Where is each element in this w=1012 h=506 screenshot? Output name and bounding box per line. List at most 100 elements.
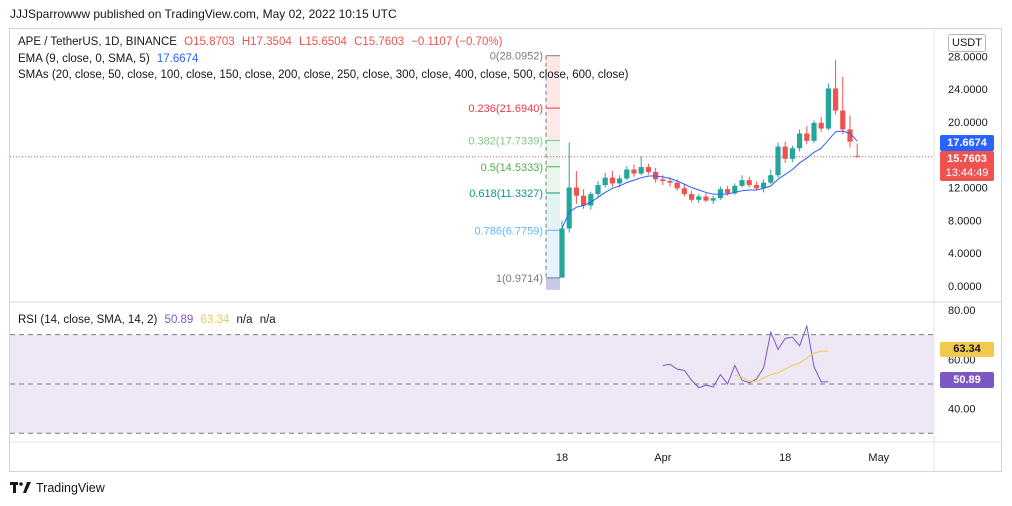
price-tick-0: 28.0000 bbox=[948, 51, 988, 63]
fib-zone-base bbox=[546, 277, 560, 290]
candle-body-4 bbox=[588, 194, 594, 206]
sma-legend: SMAs (20, close, 50, close, 100, close, … bbox=[18, 69, 632, 81]
candle-body-19 bbox=[696, 196, 702, 200]
rsi-series-line-1 bbox=[734, 350, 829, 382]
legend-close: C15.7603 bbox=[354, 36, 404, 48]
publish-info: JJJSparrowww published on TradingView.co… bbox=[10, 7, 397, 21]
tradingview-logo-icon bbox=[10, 482, 31, 493]
candle-body-6 bbox=[602, 177, 608, 186]
rsi-series-line-0 bbox=[662, 324, 829, 389]
candle-body-33 bbox=[797, 133, 803, 149]
candle-body-10 bbox=[631, 169, 637, 174]
chart-frame bbox=[9, 28, 1002, 472]
fib-zone-1 bbox=[546, 108, 560, 141]
time-tick-0: 18 bbox=[556, 452, 568, 464]
legend-change: −0.1107 (−0.70%) bbox=[411, 36, 503, 48]
candle-body-2 bbox=[573, 187, 579, 196]
last-price-value: 15.7603 bbox=[947, 153, 987, 165]
candle-body-21 bbox=[710, 198, 716, 201]
rsi-sma-value: 63.34 bbox=[200, 314, 230, 326]
fib-zone-3 bbox=[546, 166, 560, 193]
rsi-label: RSI (14, close, SMA, 14, 2) bbox=[18, 314, 158, 326]
candle-body-16 bbox=[674, 182, 680, 189]
candle-body-15 bbox=[667, 180, 673, 183]
legend-open: O15.8703 bbox=[184, 36, 235, 48]
fib-label-5: 0.786(6.7759) bbox=[475, 225, 544, 237]
candle-body-30 bbox=[775, 146, 781, 176]
fib-label-0: 0(28.0952) bbox=[490, 51, 543, 63]
footer-brand: TradingView bbox=[36, 481, 105, 495]
candle-body-24 bbox=[732, 185, 738, 194]
legend-high: H17.3504 bbox=[241, 36, 292, 48]
tradingview-logo[interactable]: TradingView bbox=[10, 481, 105, 495]
candle-body-29 bbox=[768, 175, 774, 183]
candle-body-25 bbox=[739, 180, 745, 186]
candle-body-36 bbox=[818, 122, 824, 129]
candle-body-31 bbox=[782, 146, 788, 159]
ema-price-tag: 17.6674 bbox=[940, 135, 994, 151]
ema-legend: EMA (9, close, 0, SMA, 5) 17.6674 bbox=[18, 53, 202, 65]
price-tick-4: 12.0000 bbox=[948, 183, 988, 195]
legend-low: L15.6504 bbox=[298, 36, 347, 48]
price-tick-7: 0.0000 bbox=[948, 281, 982, 293]
candle-body-23 bbox=[725, 189, 731, 194]
candle-body-9 bbox=[624, 169, 630, 179]
last-price-tag: 15.7603 13:44:49 bbox=[940, 151, 994, 181]
fib-label-4: 0.618(11.3327) bbox=[469, 188, 543, 200]
candle-body-18 bbox=[689, 194, 695, 200]
candle-body-1 bbox=[566, 187, 572, 229]
candle-body-34 bbox=[804, 133, 810, 141]
main-legend: APE / TetherUS, 1D, BINANCE O15.8703 H17… bbox=[18, 36, 506, 48]
ema-line bbox=[561, 130, 858, 229]
sma-label: SMAs (20, close, 50, close, 100, close, … bbox=[18, 69, 629, 81]
rsi-na-1: n/a bbox=[236, 314, 253, 326]
fib-label-6: 1(0.9714) bbox=[496, 273, 543, 285]
candle-body-17 bbox=[681, 188, 687, 195]
time-tick-3: May bbox=[868, 452, 889, 464]
price-tick-2: 20.0000 bbox=[948, 117, 988, 129]
countdown-timer: 13:44:49 bbox=[945, 167, 989, 179]
fib-label-1: 0.236(21.6940) bbox=[468, 103, 543, 115]
candle-body-3 bbox=[581, 195, 587, 206]
candle-body-35 bbox=[811, 122, 817, 141]
candle-body-40 bbox=[847, 129, 853, 142]
candle-body-38 bbox=[833, 88, 839, 111]
rsi-value: 50.89 bbox=[164, 314, 194, 326]
fib-zone-5 bbox=[546, 230, 560, 278]
candle-body-32 bbox=[789, 148, 795, 159]
candle-body-5 bbox=[595, 185, 601, 195]
ema-value: 17.6674 bbox=[156, 53, 199, 65]
rsi-legend: RSI (14, close, SMA, 14, 2) 50.89 63.34 … bbox=[18, 314, 280, 326]
rsi-tick-2: 40.00 bbox=[948, 404, 976, 416]
price-tick-1: 24.0000 bbox=[948, 84, 988, 96]
candle-body-11 bbox=[638, 167, 644, 174]
rsi-sma-tag: 63.34 bbox=[940, 342, 994, 357]
candle-body-14 bbox=[660, 179, 666, 181]
candle-body-7 bbox=[609, 177, 615, 184]
legend-symbol: APE / TetherUS, 1D, BINANCE bbox=[18, 36, 177, 48]
candle-body-41 bbox=[854, 155, 860, 157]
ema-label: EMA (9, close, 0, SMA, 5) bbox=[18, 53, 150, 65]
fib-zone-4 bbox=[546, 192, 560, 231]
candle-body-26 bbox=[746, 180, 752, 186]
currency-button[interactable]: USDT bbox=[948, 34, 986, 52]
candle-body-12 bbox=[645, 167, 651, 172]
fib-zone-0 bbox=[546, 55, 560, 109]
candle-body-27 bbox=[753, 185, 759, 189]
fib-label-3: 0.5(14.5333) bbox=[481, 162, 543, 174]
time-tick-2: 18 bbox=[779, 452, 791, 464]
rsi-tick-0: 80.00 bbox=[948, 305, 976, 317]
candle-body-28 bbox=[761, 182, 767, 189]
price-tick-6: 4.0000 bbox=[948, 248, 982, 260]
candle-body-0 bbox=[559, 228, 565, 278]
fib-zone-2 bbox=[546, 140, 560, 167]
rsi-na-2: n/a bbox=[259, 314, 276, 326]
rsi-tick-1: 60.00 bbox=[948, 354, 976, 366]
price-tick-5: 8.0000 bbox=[948, 215, 982, 227]
candle-body-39 bbox=[840, 110, 846, 130]
candle-body-37 bbox=[825, 88, 831, 129]
candle-body-20 bbox=[703, 196, 709, 201]
rsi-value-tag: 50.89 bbox=[940, 372, 994, 388]
time-tick-1: Apr bbox=[654, 452, 671, 464]
